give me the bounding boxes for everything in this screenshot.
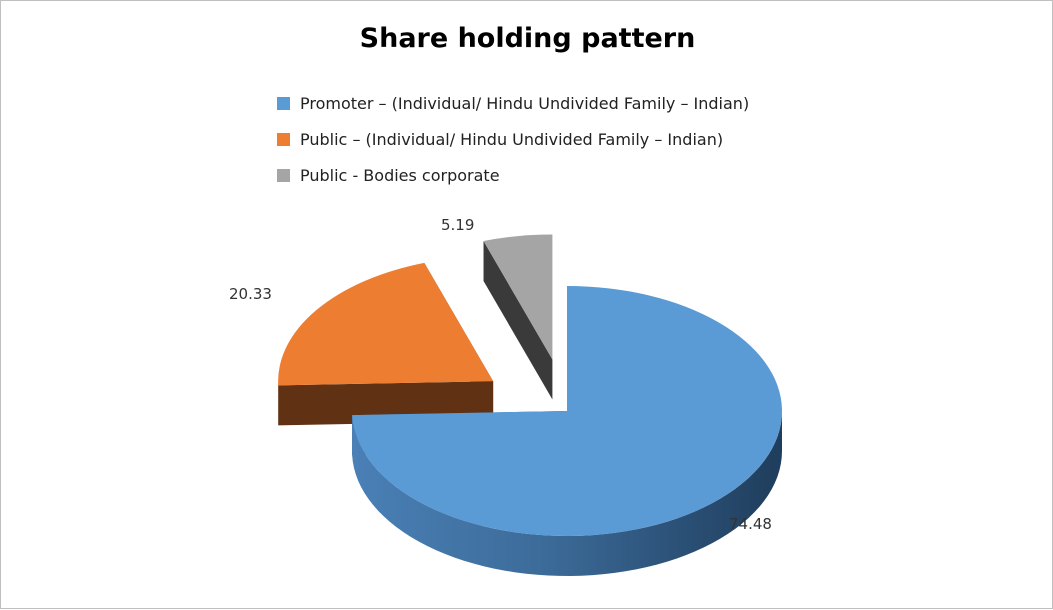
pie-slice-group-public-individual	[278, 263, 493, 425]
data-label-promoter: 74.48	[729, 515, 772, 533]
pie-slice-group-bodies-corporate	[484, 234, 553, 399]
data-label-public-individual: 20.33	[229, 285, 272, 303]
data-label-bodies-corporate: 5.19	[441, 216, 474, 234]
pie-slice-public-individual	[278, 263, 493, 385]
